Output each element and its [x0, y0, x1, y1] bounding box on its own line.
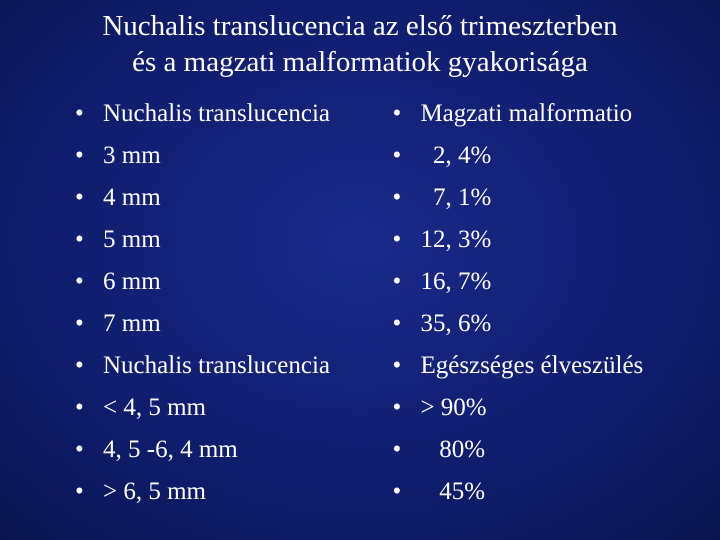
bullet-icon: • [75, 93, 103, 135]
bullet-icon: • [75, 177, 103, 219]
bullet-icon: • [392, 261, 420, 303]
item-text: 7, 1% [420, 177, 491, 219]
item-text: Nuchalis translucencia [103, 345, 330, 387]
item-text: 12, 3% [420, 219, 491, 261]
bullet-icon: • [75, 471, 103, 513]
list-item: • 45% [392, 471, 700, 513]
list-item: • 16, 7% [392, 261, 700, 303]
bullet-icon: • [392, 219, 420, 261]
bullet-icon: • [75, 261, 103, 303]
bullet-icon: • [392, 177, 420, 219]
item-text: 5 mm [103, 219, 161, 261]
bullet-icon: • [392, 345, 420, 387]
item-text: Nuchalis translucencia [103, 93, 330, 135]
slide: Nuchalis translucencia az első trimeszte… [0, 0, 720, 540]
list-item: • Magzati malformatio [392, 93, 700, 135]
title-line-1: Nuchalis translucencia az első trimeszte… [20, 8, 700, 44]
list-item: • 12, 3% [392, 219, 700, 261]
right-column: • Magzati malformatio • 2, 4% • 7, 1% • … [392, 93, 700, 513]
item-text: Magzati malformatio [420, 93, 632, 135]
item-text: 2, 4% [420, 135, 491, 177]
list-item: • 4, 5 -6, 4 mm [75, 429, 392, 471]
content-columns: • Nuchalis translucencia • 3 mm • 4 mm •… [20, 93, 700, 513]
item-text: Egészséges élveszülés [420, 345, 643, 387]
bullet-icon: • [75, 219, 103, 261]
list-item: • Egészséges élveszülés [392, 345, 700, 387]
bullet-icon: • [392, 135, 420, 177]
item-text: 35, 6% [420, 303, 491, 345]
list-item: • 4 mm [75, 177, 392, 219]
item-text: 3 mm [103, 135, 161, 177]
list-item: • Nuchalis translucencia [75, 93, 392, 135]
list-item: • 2, 4% [392, 135, 700, 177]
list-item: • 3 mm [75, 135, 392, 177]
item-text: 4 mm [103, 177, 161, 219]
bullet-icon: • [392, 387, 420, 429]
item-text: 6 mm [103, 261, 161, 303]
item-text: 45% [420, 471, 485, 513]
bullet-icon: • [75, 387, 103, 429]
item-text: > 90% [420, 387, 486, 429]
bullet-icon: • [392, 471, 420, 513]
list-item: • 7 mm [75, 303, 392, 345]
list-item: • < 4, 5 mm [75, 387, 392, 429]
item-text: 16, 7% [420, 261, 491, 303]
list-item: • 7, 1% [392, 177, 700, 219]
list-item: • > 6, 5 mm [75, 471, 392, 513]
item-text: > 6, 5 mm [103, 471, 206, 513]
item-text: 4, 5 -6, 4 mm [103, 429, 238, 471]
list-item: • 80% [392, 429, 700, 471]
list-item: • Nuchalis translucencia [75, 345, 392, 387]
bullet-icon: • [75, 345, 103, 387]
list-item: • 35, 6% [392, 303, 700, 345]
bullet-icon: • [75, 303, 103, 345]
item-text: 80% [420, 429, 485, 471]
title-line-2: és a magzati malformatiok gyakorisága [20, 44, 700, 80]
bullet-icon: • [75, 429, 103, 471]
bullet-icon: • [75, 135, 103, 177]
bullet-icon: • [392, 303, 420, 345]
list-item: • 6 mm [75, 261, 392, 303]
bullet-icon: • [392, 93, 420, 135]
list-item: • > 90% [392, 387, 700, 429]
bullet-icon: • [392, 429, 420, 471]
item-text: < 4, 5 mm [103, 387, 206, 429]
item-text: 7 mm [103, 303, 161, 345]
list-item: • 5 mm [75, 219, 392, 261]
slide-title: Nuchalis translucencia az első trimeszte… [20, 8, 700, 81]
left-column: • Nuchalis translucencia • 3 mm • 4 mm •… [75, 93, 392, 513]
